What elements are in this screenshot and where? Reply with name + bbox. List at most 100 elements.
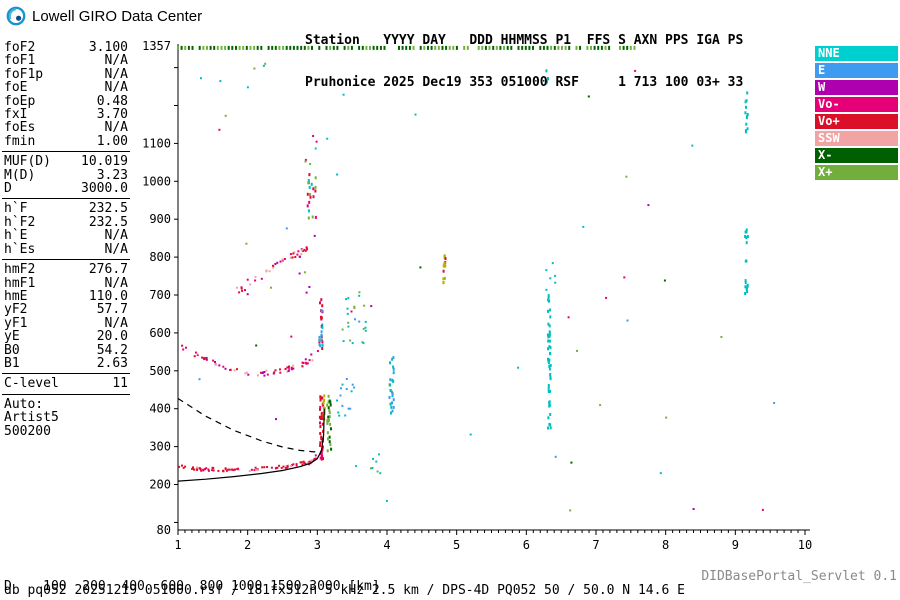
profile-solid-curve [177,408,325,482]
svg-text:3: 3 [314,538,321,552]
param-value: 11 [112,376,128,392]
svg-text:10: 10 [798,538,812,552]
param-label: M(D) [4,167,36,183]
param-value: 276.7 [88,262,128,278]
status-bar: db pq052 20251219 051000.rsf / 181fx512h… [4,583,685,598]
param-value: 232.5 [88,214,128,230]
param-value: N/A [104,66,128,82]
param-row-foes: foEs N/A [4,120,128,136]
svg-text:1357: 1357 [142,39,171,53]
param-value: N/A [104,53,128,69]
autoscaler-name-label: Artist5 [4,410,59,426]
param-label: B1 [4,355,20,371]
param-row-yf2: yF2 57.7 [4,302,128,318]
x-axis: 1 2 3 4 5 6 7 8 9 10 [174,530,812,552]
svg-text:200: 200 [149,478,171,492]
param-label: foEs [4,120,36,136]
param-value: N/A [104,315,128,331]
param-row-foe: foE N/A [4,80,128,96]
legend-item-w: W [815,80,898,95]
param-label: foF1 [4,53,36,69]
param-label: MUF(D) [4,154,51,170]
param-label: hmF2 [4,262,36,278]
param-label: h`E [4,228,28,244]
param-label: D [4,181,12,197]
param-value: 232.5 [88,201,128,217]
param-label: B0 [4,342,20,358]
giro-logo-icon [6,6,26,26]
param-row-b0: B0 54.2 [4,342,128,358]
param-row-foep: foEp 0.48 [4,93,128,109]
param-label: yF1 [4,315,28,331]
svg-text:4: 4 [383,538,390,552]
auto-label: Auto: [4,396,44,412]
echo-legend: NNE E W Vo- Vo+ SSW X- X+ [815,46,898,182]
header-values-line: Pruhonice 2025 Dec19 353 051000 RSF 1 71… [305,75,744,90]
svg-text:300: 300 [149,440,171,454]
legend-item-nne: NNE [815,46,898,61]
param-row-hf: h`F 232.5 [4,201,128,217]
legend-item-x: X+ [815,165,898,180]
param-value: 3.100 [88,40,128,55]
header-columns-line: Station YYYY DAY DDD HHMMSS P1 FFS S AXN… [305,33,744,48]
svg-text:8: 8 [662,538,669,552]
param-value: 54.2 [96,342,128,358]
param-row-ye: yE 20.0 [4,329,128,345]
param-label: C-level [4,376,59,392]
param-row-clevel: C-level 11 [4,376,128,392]
svg-text:5: 5 [453,538,460,552]
echo-points [177,45,776,512]
svg-text:1: 1 [174,538,181,552]
svg-text:6: 6 [523,538,530,552]
param-value: 3.23 [96,167,128,183]
param-label: yE [4,329,20,345]
param-row-fof1p: foF1p N/A [4,66,128,82]
divider [2,259,130,261]
servlet-version-label: DIDBasePortal_Servlet 0.1 [701,569,897,584]
legend-item-ssw: SSW [815,131,898,146]
legend-item-vo: Vo- [815,97,898,112]
legend-item-vo: Vo+ [815,114,898,129]
distance-row: D 100 200 400 600 800 1000 1500 3000 [km… [4,579,380,594]
param-row-hes: h`Es N/A [4,241,128,257]
param-value: N/A [104,241,128,257]
divider [2,151,130,153]
param-value: N/A [104,275,128,291]
svg-text:9: 9 [732,538,739,552]
param-value: 3000.0 [81,181,128,197]
param-label: yF2 [4,302,28,318]
divider [2,373,130,375]
param-row-he: h`E N/A [4,228,128,244]
svg-text:500: 500 [149,364,171,378]
param-value: 2.63 [96,355,128,371]
svg-text:800: 800 [149,250,171,264]
param-label: h`Es [4,241,36,257]
profile-dashed-curve [177,397,321,453]
legend-item-e: E [815,63,898,78]
param-value: 0.48 [96,93,128,109]
divider [2,393,130,395]
param-row-fmin: fmin 1.00 [4,134,128,148]
svg-text:400: 400 [149,402,171,416]
param-value: 20.0 [96,329,128,345]
param-value: 3.70 [96,107,128,123]
param-value: N/A [104,80,128,96]
legend-item-x: X- [815,148,898,163]
param-label: foEp [4,93,36,109]
svg-text:1000: 1000 [142,174,171,188]
svg-text:600: 600 [149,326,171,340]
param-value: 110.0 [88,288,128,304]
param-value: N/A [104,120,128,136]
param-row-fof2: foF2 3.100 [4,40,128,55]
param-row-hf2: h`F2 232.5 [4,214,128,230]
muf-table: D 100 200 400 600 800 1000 1500 3000 [km… [4,552,388,600]
param-label: foE [4,80,28,96]
divider [2,198,130,200]
autoscaler-code-label: 500200 [4,423,51,439]
svg-text:1100: 1100 [142,136,171,150]
param-label: foF1p [4,66,44,82]
param-label: h`F2 [4,214,36,230]
top-tick-row [177,45,636,50]
